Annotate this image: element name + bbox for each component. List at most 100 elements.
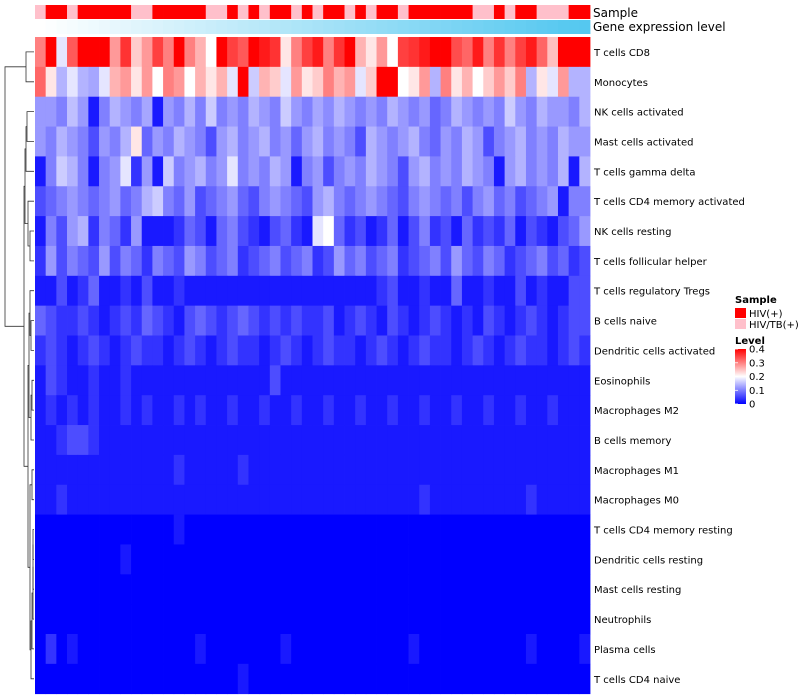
heatmap-cell: [152, 634, 164, 665]
heatmap-cell: [45, 454, 57, 486]
expression-annotation-cell: [280, 20, 292, 34]
heatmap-cell: [376, 454, 388, 486]
heatmap-cell: [387, 275, 399, 307]
heatmap-cell: [568, 454, 580, 486]
heatmap-cell: [461, 484, 473, 515]
heatmap-cell: [451, 275, 463, 307]
heatmap-cell: [141, 425, 153, 456]
heatmap-cell: [77, 484, 89, 515]
heatmap-cell: [248, 275, 260, 307]
heatmap-cell: [568, 216, 580, 247]
heatmap-cell: [547, 395, 559, 426]
heatmap-cell: [504, 66, 516, 98]
heatmap-cell: [77, 335, 89, 366]
heatmap-cell: [67, 275, 79, 307]
heatmap-cell: [408, 96, 420, 127]
heatmap-cell: [280, 156, 292, 187]
heatmap-cell: [344, 96, 356, 127]
heatmap-cell: [56, 156, 68, 187]
row-label: NK cells activated: [594, 108, 684, 119]
sample-annotation-cell: [205, 5, 217, 19]
expression-annotation-cell: [557, 20, 570, 34]
sample-annotation-cell: [227, 5, 239, 19]
heatmap-cell: [451, 514, 463, 545]
heatmap-cell: [237, 604, 249, 635]
heatmap-cell: [568, 245, 580, 277]
heatmap-cell: [120, 395, 132, 426]
heatmap-cell: [141, 395, 153, 426]
heatmap-cell: [323, 425, 335, 456]
heatmap-cell: [547, 66, 559, 98]
heatmap-cell: [248, 156, 260, 187]
heatmap-cell: [461, 395, 473, 426]
heatmap-cell: [557, 365, 570, 396]
heatmap-cell: [141, 544, 153, 575]
sample-annotation-cell: [67, 5, 79, 19]
heatmap-cell: [472, 275, 484, 307]
heatmap-cell: [45, 604, 57, 635]
heatmap-cell: [291, 425, 303, 456]
heatmap-cell: [163, 604, 175, 635]
heatmap-cell: [152, 186, 164, 217]
heatmap-cell: [141, 335, 153, 366]
heatmap-cell: [195, 156, 207, 187]
expression-annotation-cell: [152, 20, 164, 34]
heatmap-cell: [301, 454, 313, 486]
sample-annotation-cell: [451, 5, 463, 19]
heatmap-cell: [205, 37, 217, 68]
heatmap-cell: [472, 663, 484, 695]
dendrogram-branch: [29, 230, 34, 262]
heatmap-cell: [291, 454, 303, 486]
heatmap-cell: [56, 544, 68, 575]
heatmap-cell: [141, 663, 153, 695]
heatmap-cell: [504, 156, 516, 187]
sample-annotation-cell: [141, 5, 153, 19]
heatmap-cell: [88, 574, 100, 605]
heatmap-cell: [248, 514, 260, 545]
heatmap-cell: [88, 186, 100, 217]
heatmap-cell: [419, 245, 431, 277]
row-label: Macrophages M0: [594, 496, 679, 507]
heatmap-cell: [408, 544, 420, 575]
heatmap-cell: [99, 604, 111, 635]
heatmap-cell: [397, 634, 409, 665]
sample-annotation-cell: [355, 5, 367, 19]
heatmap-cell: [451, 425, 463, 456]
heatmap-cell: [173, 186, 185, 217]
heatmap-cell: [461, 126, 473, 157]
expression-annotation-cell: [205, 20, 217, 34]
heatmap-cell: [515, 66, 527, 98]
heatmap-cell: [525, 156, 538, 187]
row-label: T cells CD8: [593, 48, 650, 59]
heatmap-cell: [248, 305, 260, 336]
heatmap-cell: [269, 275, 281, 307]
heatmap-cell: [216, 514, 228, 545]
expression-annotation-cell: [173, 20, 185, 34]
heatmap-cell: [344, 425, 356, 456]
expression-annotation-cell: [88, 20, 100, 34]
heatmap-cell: [408, 66, 420, 98]
heatmap-cell: [429, 365, 441, 396]
heatmap-cell: [77, 126, 89, 157]
sample-annotation-cell: [195, 5, 207, 19]
heatmap-cell: [451, 126, 463, 157]
heatmap-cell: [557, 216, 570, 247]
heatmap-cell: [355, 186, 367, 217]
heatmap-cell: [333, 156, 345, 187]
dendrogram-branch: [25, 51, 34, 83]
row-label: T cells regulatory Tregs: [593, 287, 710, 298]
heatmap-cell: [461, 634, 473, 665]
heatmap-cell: [120, 305, 132, 336]
heatmap-cell: [387, 37, 399, 68]
heatmap-cell: [493, 96, 506, 127]
heatmap-cell: [355, 365, 367, 396]
heatmap-cell: [419, 454, 431, 486]
heatmap-cell: [547, 574, 559, 605]
heatmap-cell: [152, 126, 164, 157]
heatmap-cell: [333, 96, 345, 127]
heatmap-cell: [419, 216, 431, 247]
heatmap-cell: [216, 425, 228, 456]
heatmap-cell: [131, 484, 143, 515]
heatmap-cell: [397, 245, 409, 277]
heatmap-cell: [504, 335, 516, 366]
